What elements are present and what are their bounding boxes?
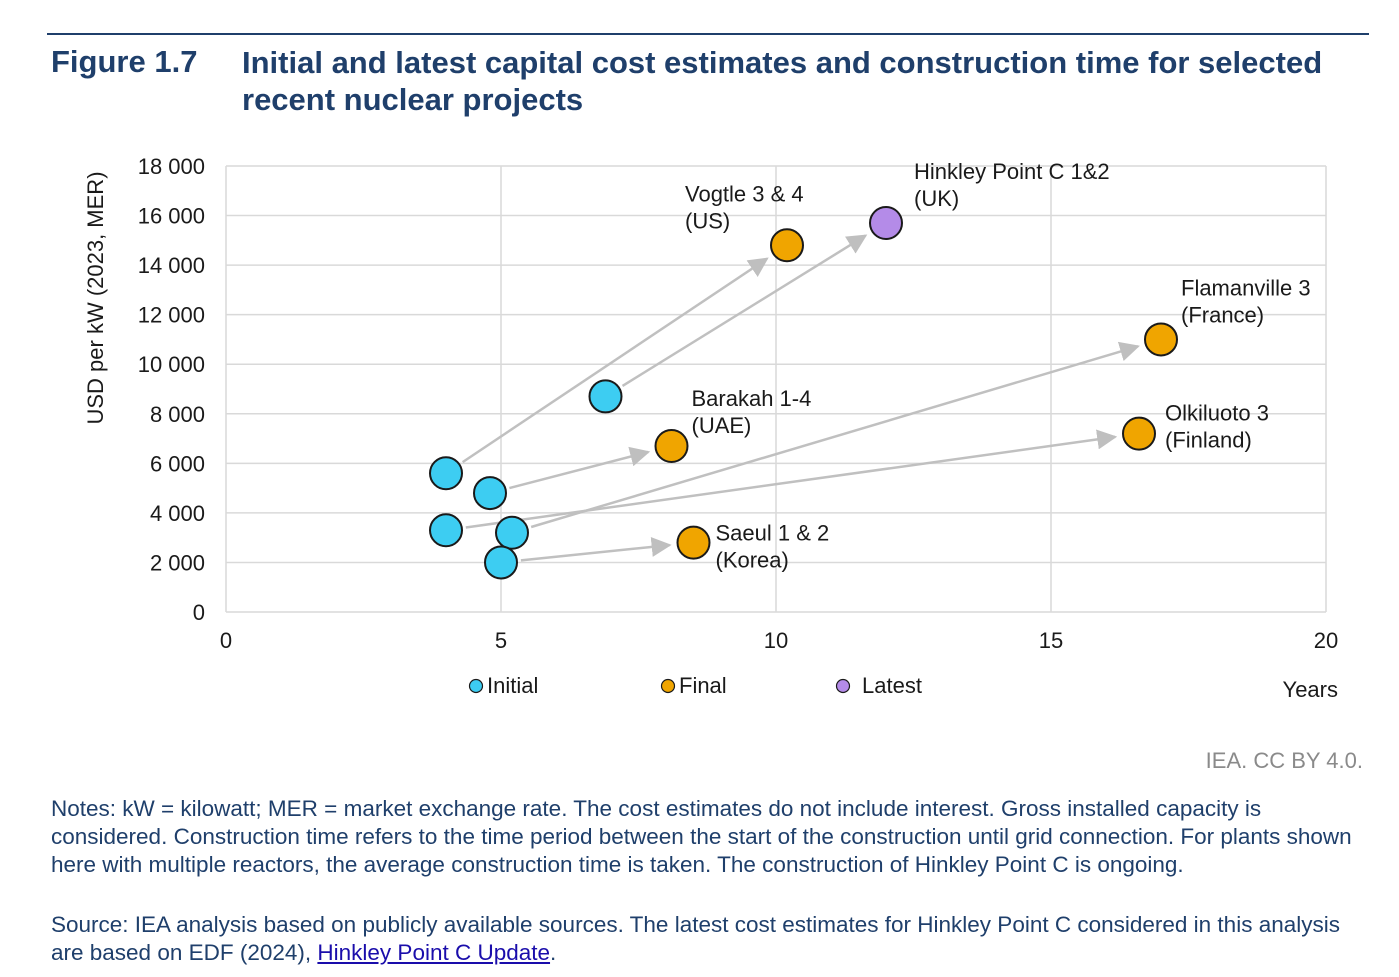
final-point (770, 228, 804, 263)
project-label: (France) (1181, 302, 1264, 327)
arrow (520, 536, 672, 562)
initial-point (429, 456, 463, 491)
initial-point (429, 513, 463, 548)
arrows (461, 234, 1140, 562)
legend-marker (660, 678, 676, 694)
y-tick-label: 6 000 (150, 451, 205, 476)
arrow (465, 429, 1118, 529)
arrow (461, 257, 769, 464)
x-tick-label: 0 (220, 628, 232, 653)
initial-point (495, 515, 529, 550)
x-axis-title: Years (1283, 677, 1338, 702)
final-point (1144, 322, 1178, 357)
project-label: (Korea) (716, 548, 789, 573)
project-label: Vogtle 3 & 4 (685, 181, 804, 206)
latest-point (869, 205, 903, 240)
x-tick-label: 5 (495, 628, 507, 653)
grid (225, 165, 1327, 613)
project-label: Flamanville 3 (1181, 275, 1311, 300)
x-tick-label: 15 (1039, 628, 1063, 653)
final-point (654, 428, 689, 463)
initial-point (484, 545, 518, 580)
source-suffix: . (550, 940, 557, 965)
y-tick-label: 12 000 (138, 303, 205, 328)
project-label: (UAE) (692, 413, 752, 438)
legend-label: Final (679, 673, 727, 698)
project-label: Hinkley Point C 1&2 (914, 159, 1110, 184)
notes-text: Notes: kW = kilowatt; MER = market excha… (51, 796, 1352, 877)
initial-point (588, 379, 623, 414)
y-axis-title: USD per kW (2023, MER) (83, 171, 108, 424)
top-rule (47, 33, 1369, 35)
arrow (509, 446, 651, 490)
legend-marker (468, 678, 484, 694)
legend: Initial Final Latest (468, 673, 922, 698)
initial-point (473, 476, 507, 511)
figure-number: Figure 1.7 (51, 44, 198, 79)
source-link[interactable]: Hinkley Point C Update (317, 940, 551, 965)
scatter-chart: 0 2 000 4 000 6 000 8 000 10 000 12 000 14 000 1… (83, 154, 1339, 702)
points (429, 205, 1178, 580)
project-label: Saeul 1 & 2 (716, 521, 830, 546)
legend-label: Initial (487, 673, 538, 698)
legend-label: Latest (862, 673, 922, 698)
axis-ticks: 0 2 000 4 000 6 000 8 000 10 000 12 000 14 000 1… (138, 154, 1339, 653)
figure-title: Initial and latest capital cost estimate… (242, 45, 1323, 117)
project-labels: Vogtle 3 & 4(US) Hinkley Point C 1&2(UK) B… (685, 159, 1311, 573)
source-text: Source: IEA analysis based on publicly a… (51, 911, 1361, 967)
x-tick-label: 20 (1314, 628, 1338, 653)
y-tick-label: 16 000 (138, 204, 205, 229)
y-tick-label: 8 000 (150, 402, 205, 427)
arrow (621, 234, 868, 387)
credit-text: IEA. CC BY 4.0. (1205, 748, 1363, 773)
project-label: Barakah 1-4 (692, 386, 812, 411)
y-tick-label: 4 000 (150, 501, 205, 526)
x-tick-label: 10 (764, 628, 788, 653)
y-tick-label: 2 000 (150, 550, 205, 575)
y-tick-label: 10 000 (138, 352, 205, 377)
project-label: Olkiluoto 3 (1165, 401, 1269, 426)
project-label: (Finland) (1165, 428, 1252, 453)
y-tick-label: 0 (193, 600, 205, 625)
final-point (676, 525, 711, 560)
arrow (530, 341, 1140, 529)
y-tick-label: 14 000 (138, 253, 205, 278)
final-point (1122, 416, 1156, 451)
project-label: (UK) (914, 186, 959, 211)
legend-marker (835, 678, 851, 694)
project-label: (US) (685, 208, 730, 233)
source-prefix: Source: IEA analysis based on publicly a… (51, 912, 1340, 965)
y-tick-label: 18 000 (138, 154, 205, 179)
